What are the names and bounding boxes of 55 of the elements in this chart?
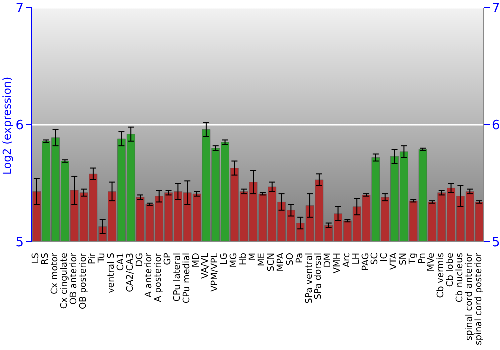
y-tick-label: 6 (16, 118, 24, 134)
x-tick-label: SPa ventral (304, 253, 315, 304)
y-tick-label: 5 (16, 236, 24, 251)
x-tick-label: VA/VL (201, 253, 212, 279)
x-tick-label: CA2/CA3 (126, 253, 136, 292)
x-tick-label: SO (286, 253, 296, 266)
x-tick-label: VPM/VPL (210, 253, 221, 292)
x-tick-label: Arc (342, 252, 352, 268)
x-tick-label: MG (229, 252, 240, 268)
x-tick-label: SN (398, 253, 409, 266)
x-tick-label: OB anterior (69, 252, 80, 305)
y-tick-label: 7 (16, 2, 24, 17)
x-tick-label: Cb lobe (446, 252, 456, 288)
x-tick-label: DG (135, 252, 146, 267)
x-tick-label: Tu (98, 253, 108, 264)
x-tick-label: RS (41, 252, 52, 265)
x-tick-label: OB posterior (78, 252, 89, 310)
y-axis-title: Log2 (expression) (0, 76, 14, 175)
x-tick-label: DM (324, 253, 334, 268)
y2-tick-label: 6 (492, 118, 500, 134)
x-tick-label: Pn (418, 253, 428, 264)
x-tick-label: spinal cord posterior (474, 252, 484, 346)
x-tick-label: A posterior (154, 252, 164, 302)
x-tick-label: SCN (267, 253, 278, 272)
x-tick-label: MVe (427, 252, 438, 272)
x-tick-label: Cb vermis (436, 252, 447, 298)
x-tick-label: SPa dorsal (314, 253, 324, 300)
x-tick-label: CA1 (116, 253, 126, 272)
x-tick-label: CPu medial (182, 253, 192, 304)
x-tick-label: VTA (390, 252, 400, 270)
x-tick-label: Hb (238, 252, 249, 266)
y2-tick-label: 7 (492, 2, 500, 17)
x-tick-label: MPA (276, 252, 287, 272)
x-tick-label: spinal cord anterior (464, 252, 475, 341)
x-tick-label: LH (352, 253, 362, 265)
x-tick-label: PAG (361, 252, 372, 271)
x-tick-label: M (248, 253, 258, 261)
x-tick-label: Pir (88, 252, 98, 264)
x-tick-label: Pa (295, 253, 306, 264)
x-tick-label: GP (164, 252, 174, 266)
x-tick-label: LG (220, 252, 230, 265)
x-tick-label: CPu lateral (172, 253, 183, 302)
x-tick-label: LS (32, 252, 42, 264)
x-tick-label: ME (258, 252, 268, 266)
x-tick-label: VMH (333, 253, 344, 274)
x-tick-label: Cx cingulate (60, 252, 70, 310)
y2-tick-label: 5 (492, 236, 500, 251)
x-tick-label: Tg (408, 253, 418, 266)
x-tick-label: Cb nucleus (455, 252, 466, 303)
x-tick-label: ventral S (107, 252, 118, 294)
x-tick-label: IC (380, 253, 390, 262)
x-tick-label: MD (192, 252, 202, 268)
x-tick-label: A anterior (144, 252, 155, 298)
x-tick-label: Cx motor (50, 252, 61, 294)
x-tick-label: SC (370, 253, 381, 265)
